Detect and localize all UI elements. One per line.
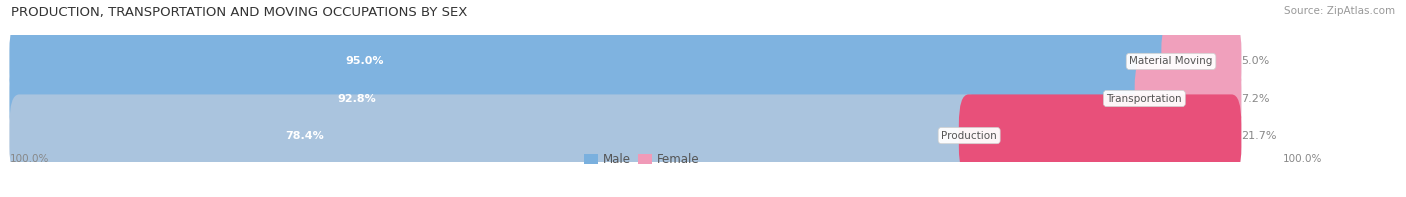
Text: 78.4%: 78.4%	[285, 131, 323, 141]
FancyBboxPatch shape	[10, 20, 1181, 103]
Text: Source: ZipAtlas.com: Source: ZipAtlas.com	[1284, 6, 1395, 16]
Text: Transportation: Transportation	[1107, 94, 1182, 103]
Text: 5.0%: 5.0%	[1241, 56, 1270, 66]
FancyBboxPatch shape	[1161, 20, 1241, 103]
Text: 95.0%: 95.0%	[346, 56, 384, 66]
Legend: Male, Female: Male, Female	[579, 148, 704, 171]
FancyBboxPatch shape	[959, 94, 1241, 177]
Text: 100.0%: 100.0%	[10, 154, 49, 164]
FancyBboxPatch shape	[10, 94, 980, 177]
Text: Production: Production	[941, 131, 997, 141]
FancyBboxPatch shape	[1135, 57, 1241, 140]
Text: 100.0%: 100.0%	[1284, 154, 1323, 164]
FancyBboxPatch shape	[10, 57, 1241, 140]
Text: PRODUCTION, TRANSPORTATION AND MOVING OCCUPATIONS BY SEX: PRODUCTION, TRANSPORTATION AND MOVING OC…	[11, 6, 468, 19]
FancyBboxPatch shape	[10, 57, 1154, 140]
FancyBboxPatch shape	[10, 20, 1241, 103]
FancyBboxPatch shape	[10, 94, 1241, 177]
Text: 92.8%: 92.8%	[337, 94, 375, 103]
Text: 7.2%: 7.2%	[1241, 94, 1270, 103]
Text: Material Moving: Material Moving	[1129, 56, 1213, 66]
Text: 21.7%: 21.7%	[1241, 131, 1277, 141]
